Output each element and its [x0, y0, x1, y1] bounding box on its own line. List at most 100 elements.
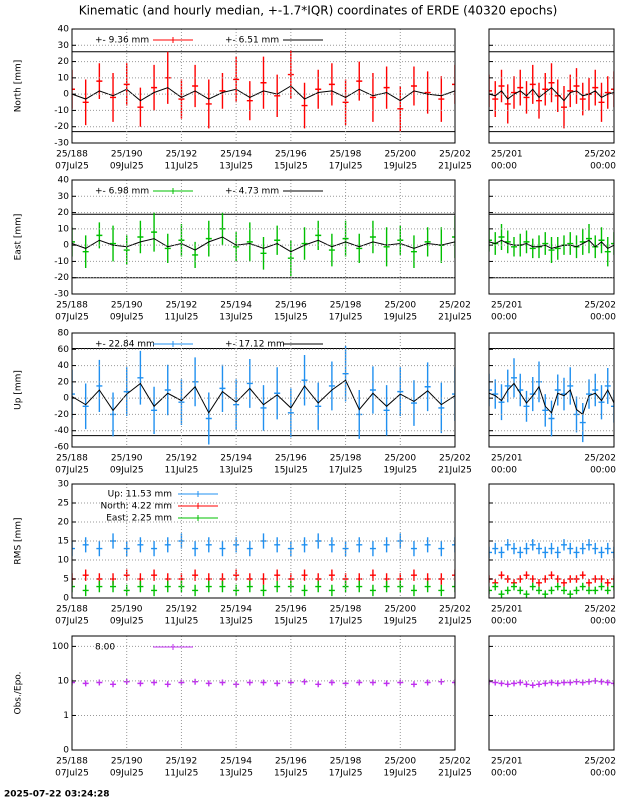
median-line: [489, 239, 614, 250]
x-tick-label: 25/188: [56, 150, 88, 160]
x-tick-date: 17Jul25: [329, 617, 363, 627]
data-point: [328, 679, 335, 686]
x-tick-date: 11Jul25: [165, 466, 199, 476]
data-point: [567, 232, 574, 255]
x-tick-label: 25/190: [111, 150, 143, 160]
data-point: [586, 579, 592, 587]
data-point: [523, 230, 530, 254]
data-point: [369, 366, 376, 414]
legend-label: Up: 11.53 mm: [108, 490, 172, 500]
median-line: [489, 86, 614, 102]
y-tick-label: 30: [58, 192, 70, 202]
y-tick-label: 20: [58, 377, 70, 387]
x-tick-date: 21Jul25: [438, 769, 472, 779]
data-point: [82, 235, 89, 268]
data-point: [410, 681, 417, 688]
data-point: [567, 367, 574, 405]
data-point: [492, 81, 499, 117]
data-point: [517, 586, 524, 595]
data-point: [592, 586, 599, 595]
x-tick-date: 11Jul25: [165, 313, 199, 323]
data-point: [383, 385, 390, 436]
y-tick-label: -20: [54, 122, 69, 132]
data-point: [548, 542, 555, 555]
legend-label: +- 9.36 mm: [95, 36, 149, 46]
y-tick-label: 60: [58, 345, 70, 355]
data-point: [586, 379, 592, 409]
x-tick-date: 00:00: [590, 769, 616, 779]
data-point: [438, 678, 445, 685]
data-point: [383, 537, 390, 553]
data-point: [523, 571, 530, 579]
data-point: [301, 227, 308, 260]
data-point: [492, 679, 499, 686]
data-point: [72, 679, 75, 686]
y-tick-label: 0: [63, 394, 69, 404]
data-point: [579, 679, 586, 686]
data-point: [82, 383, 89, 430]
data-point: [328, 537, 335, 553]
x-tick-label: 25/188: [56, 301, 88, 311]
data-point: [260, 584, 267, 597]
x-tick-date: 00:00: [491, 466, 517, 476]
x-tick-date: 19Jul25: [383, 466, 417, 476]
x-tick-label: 25/192: [166, 454, 198, 464]
data-point: [315, 382, 322, 430]
plot-area: [72, 533, 455, 597]
y-tick-label: 100: [52, 642, 69, 652]
y-axis-label: Up [mm]: [14, 370, 24, 410]
data-point: [72, 69, 75, 109]
data-point: [192, 64, 199, 108]
y-tick-label: 10: [58, 73, 70, 83]
x-tick-date: 00:00: [491, 769, 517, 779]
data-point: [548, 586, 555, 595]
data-point: [498, 571, 505, 579]
legend-label: North: 4.22 mm: [101, 502, 173, 512]
data-point: [489, 228, 492, 252]
legend-label: +- 4.73 mm: [225, 187, 279, 197]
plot-area: [72, 346, 455, 445]
x-tick-date: 15Jul25: [274, 162, 308, 172]
x-tick-label: 25/201: [491, 605, 523, 615]
data-point: [504, 586, 511, 595]
x-tick-date: 00:00: [491, 162, 517, 172]
data-point: [110, 225, 117, 262]
data-point: [260, 385, 267, 431]
x-tick-label: 25/188: [56, 605, 88, 615]
data-point: [356, 537, 363, 553]
data-point: [192, 241, 199, 268]
x-tick-label: 25/190: [111, 454, 143, 464]
y-tick-label: -20: [54, 273, 69, 283]
data-point: [410, 235, 417, 268]
data-point: [301, 584, 308, 597]
y-tick-label: 10: [58, 676, 70, 686]
data-point: [489, 546, 492, 559]
x-tick-date: 11Jul25: [165, 162, 199, 172]
legend-label: +- 6.98 mm: [95, 187, 149, 197]
x-tick-date: 15Jul25: [274, 617, 308, 627]
y-tick-label: 0: [63, 594, 69, 604]
data-point: [164, 364, 171, 416]
data-point: [536, 82, 542, 119]
data-point: [529, 682, 536, 689]
x-tick-date: 00:00: [590, 466, 616, 476]
data-point: [424, 362, 431, 412]
y-tick-label: -40: [54, 426, 69, 436]
data-point: [410, 584, 417, 597]
x-tick-date: 17Jul25: [329, 162, 363, 172]
data-point: [548, 237, 555, 264]
data-point: [205, 537, 212, 553]
data-point: [151, 569, 158, 581]
data-point: [301, 82, 308, 129]
data-point: [567, 74, 574, 108]
data-point: [517, 679, 524, 686]
x-tick-label: 25/202: [439, 150, 471, 160]
x-tick-date: 11Jul25: [165, 769, 199, 779]
data-point: [604, 237, 611, 267]
y-tick-label: 40: [58, 176, 70, 186]
plot-area: [489, 677, 614, 689]
legend-marker: [195, 515, 201, 521]
x-tick-label: 25/192: [166, 605, 198, 615]
data-point: [498, 223, 505, 251]
